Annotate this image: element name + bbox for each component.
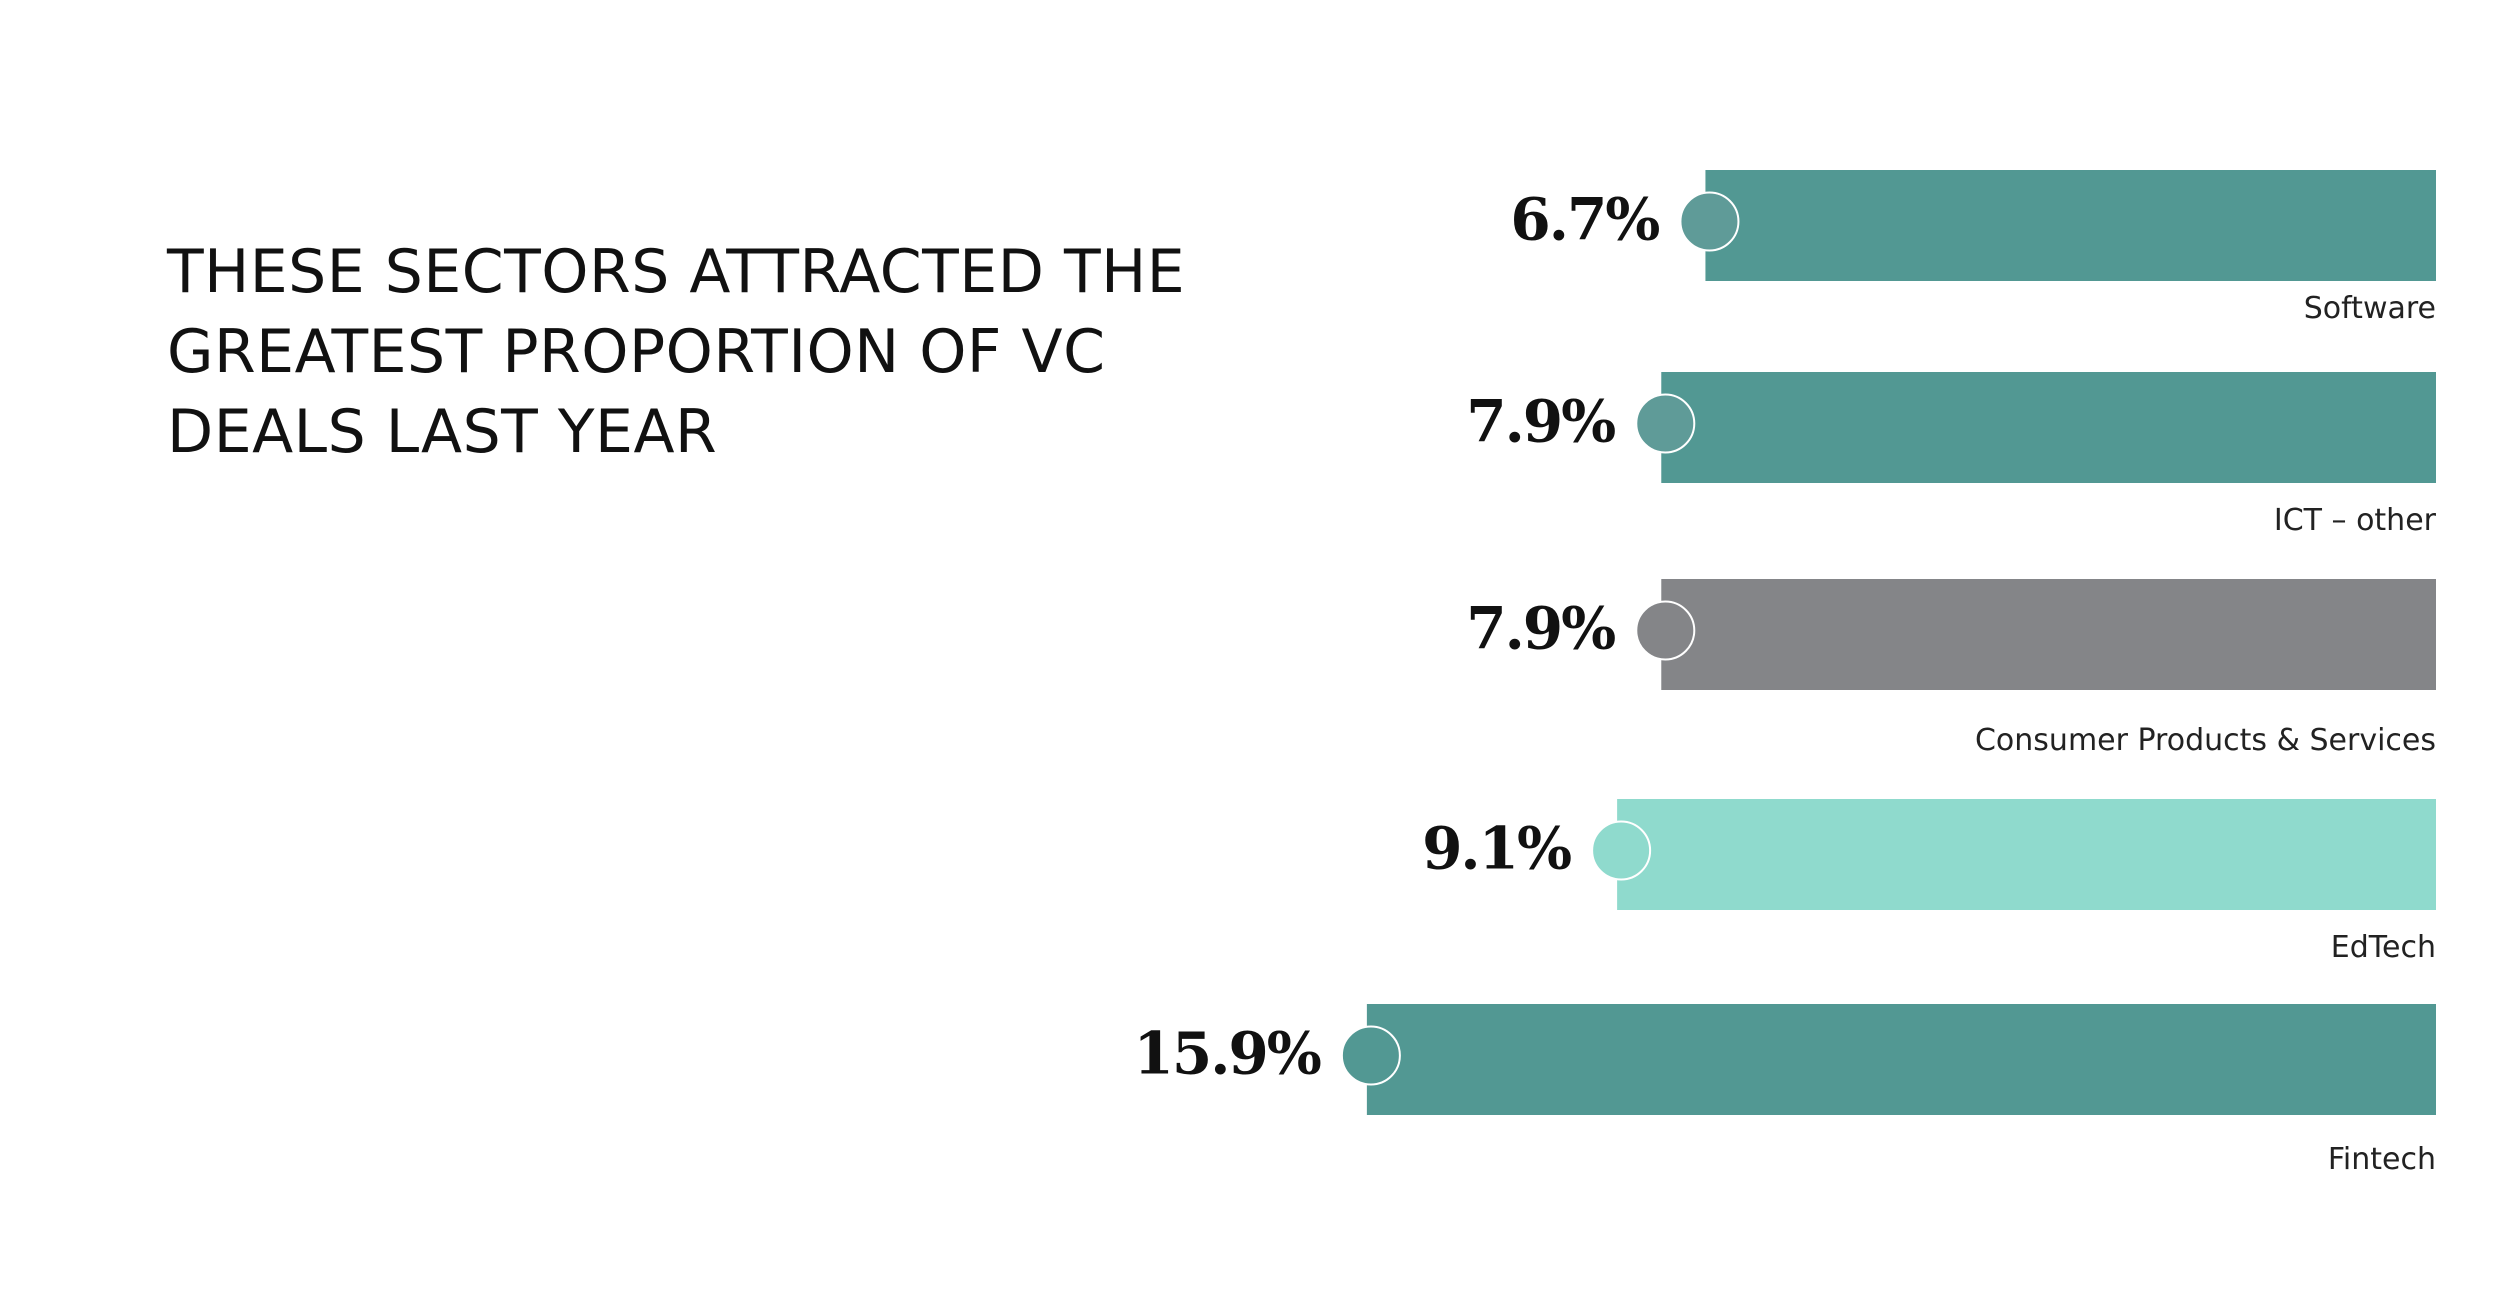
value-label: 7.9%: [1466, 388, 1615, 456]
category-label: EdTech: [2331, 930, 2436, 965]
category-label: Consumer Products & Services: [1975, 723, 2436, 758]
bar-marker: [1679, 191, 1740, 252]
page-title: THESE SECTORS ATTRACTED THE GREATEST PRO…: [167, 237, 1186, 467]
bar-group: 7.9% ICT – other: [1466, 372, 2437, 538]
category-label: Software: [2304, 291, 2436, 326]
bar: [1661, 579, 2436, 690]
category-label: ICT – other: [2274, 503, 2437, 538]
bar-group: 9.1% EdTech: [1422, 799, 2436, 965]
value-label: 9.1%: [1422, 815, 1571, 883]
value-label: 7.9%: [1466, 595, 1615, 663]
bar: [1705, 170, 2436, 281]
bar: [1366, 1004, 2436, 1115]
bar-marker: [1591, 820, 1652, 881]
bar-group: 15.9% Fintech: [1134, 1004, 2436, 1177]
bar-marker: [1340, 1025, 1401, 1086]
bar-marker: [1635, 600, 1696, 661]
bar-marker: [1635, 393, 1696, 454]
bar: [1617, 799, 2436, 910]
value-label: 15.9%: [1134, 1020, 1321, 1088]
bar-group: 6.7% Software: [1510, 170, 2436, 326]
category-label: Fintech: [2328, 1142, 2436, 1177]
bar: [1661, 372, 2436, 483]
bar-group: 7.9% Consumer Products & Services: [1466, 579, 2436, 758]
value-label: 6.7%: [1510, 186, 1659, 254]
